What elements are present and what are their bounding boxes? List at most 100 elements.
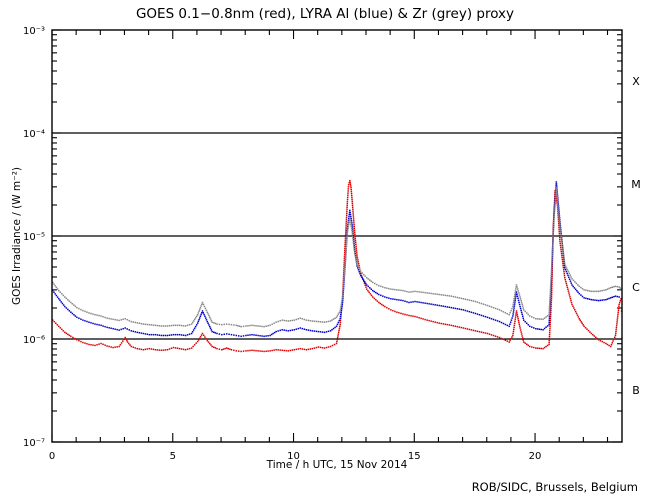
data-point <box>351 202 354 205</box>
data-point <box>291 349 294 351</box>
data-point <box>568 276 570 279</box>
data-point <box>65 297 68 300</box>
data-point <box>533 346 535 349</box>
data-point <box>594 299 596 301</box>
data-point <box>160 325 163 327</box>
data-point <box>152 324 155 326</box>
data-point <box>462 298 465 300</box>
data-point <box>553 211 555 213</box>
data-point <box>556 198 559 201</box>
data-point <box>476 301 479 303</box>
data-point <box>350 225 352 228</box>
data-point <box>529 325 531 328</box>
data-point <box>460 326 463 329</box>
data-point <box>353 231 356 234</box>
data-point <box>566 286 569 289</box>
flare-class-label-B: B <box>632 384 640 397</box>
data-point <box>365 284 368 286</box>
data-point <box>245 334 247 337</box>
data-point <box>194 325 197 328</box>
data-point <box>512 301 515 304</box>
data-point <box>492 318 495 321</box>
data-point <box>426 319 428 321</box>
data-point <box>611 342 614 344</box>
data-point <box>521 335 523 337</box>
data-point <box>355 243 357 245</box>
data-point <box>273 349 275 351</box>
data-point <box>452 295 455 298</box>
data-point <box>353 246 356 249</box>
data-point <box>609 345 612 348</box>
data-point <box>333 343 336 346</box>
data-point <box>577 284 579 286</box>
data-point <box>345 218 348 220</box>
data-point <box>386 287 388 289</box>
data-point <box>580 321 582 323</box>
data-point <box>126 341 129 343</box>
data-point <box>289 319 291 322</box>
data-point <box>513 322 516 325</box>
data-point <box>564 267 566 269</box>
data-point <box>551 275 553 278</box>
x-tick-label: 20 <box>529 451 542 462</box>
data-point <box>558 218 561 220</box>
data-point <box>404 313 406 316</box>
data-point <box>144 323 147 326</box>
data-point <box>550 305 552 308</box>
data-point <box>180 324 183 327</box>
data-point <box>247 349 249 352</box>
data-point <box>478 330 481 333</box>
data-point <box>267 335 269 337</box>
data-point <box>548 310 551 312</box>
data-point <box>166 325 169 327</box>
data-point <box>329 320 332 322</box>
data-point <box>156 334 159 336</box>
data-point <box>369 279 371 281</box>
data-point <box>496 320 499 322</box>
data-point <box>574 310 577 313</box>
data-point <box>343 262 345 264</box>
data-point <box>490 318 493 320</box>
x-tick-label: 5 <box>170 451 176 462</box>
data-point <box>336 338 339 341</box>
data-point <box>114 328 116 330</box>
data-point <box>616 319 619 321</box>
data-point <box>616 323 618 325</box>
data-point <box>140 322 143 325</box>
data-point <box>96 344 98 346</box>
data-point <box>562 262 564 265</box>
data-point <box>311 347 314 350</box>
data-point <box>90 322 92 324</box>
data-point <box>65 307 68 309</box>
data-point <box>350 192 353 195</box>
data-point <box>283 319 285 322</box>
data-point <box>154 348 157 351</box>
data-point <box>273 322 275 325</box>
data-point <box>335 342 338 345</box>
data-point <box>339 321 342 324</box>
data-point <box>240 325 242 328</box>
data-point <box>307 348 310 351</box>
data-point <box>599 339 602 342</box>
data-point <box>76 339 78 341</box>
data-point <box>504 339 507 341</box>
data-point <box>355 257 357 260</box>
data-point <box>554 193 556 196</box>
data-point <box>281 329 283 331</box>
data-point <box>597 339 600 341</box>
data-point <box>596 337 598 340</box>
data-point <box>353 248 356 251</box>
data-point <box>242 335 245 337</box>
data-point <box>560 236 563 239</box>
data-point <box>562 247 564 250</box>
data-point <box>559 222 561 224</box>
data-point <box>53 283 55 285</box>
data-point <box>614 332 617 335</box>
data-point <box>114 318 116 321</box>
data-point <box>347 221 349 224</box>
data-point <box>436 293 438 295</box>
data-point <box>347 192 349 194</box>
data-point <box>356 257 359 259</box>
data-point <box>476 313 479 315</box>
data-point <box>618 305 620 308</box>
